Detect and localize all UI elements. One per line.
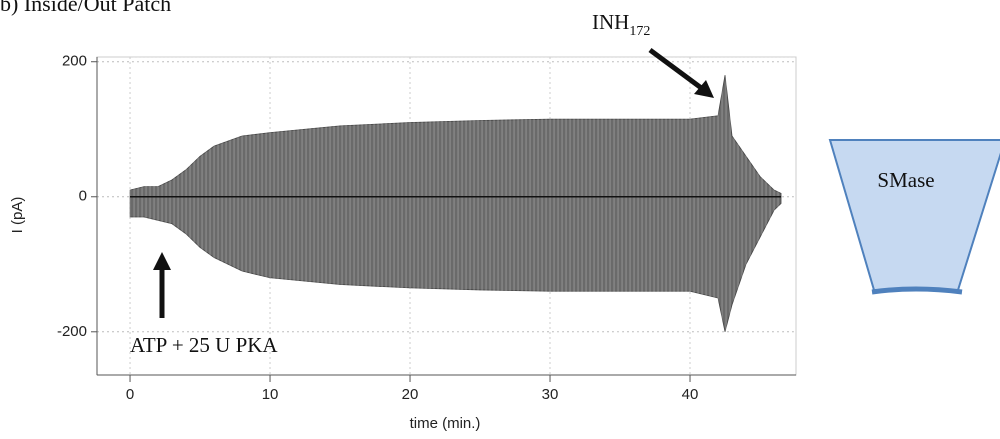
membrane (871, 286, 963, 295)
arrow-head (153, 252, 171, 270)
inhibitor-label: INH172 (592, 10, 650, 39)
arrow (648, 47, 706, 93)
smase-cone (828, 139, 1000, 291)
x-tick-label: 30 (542, 386, 559, 403)
trace (129, 57, 827, 375)
x-tick-label: 20 (402, 386, 419, 403)
current-envelope (129, 75, 782, 198)
activator-label: ATP + 25 U PKA (130, 333, 278, 357)
y-axis-label: I (pA) (9, 197, 26, 234)
diagram-label: SMase (877, 168, 934, 192)
y-tick-label: -200 (57, 323, 87, 340)
inhibitor-text: INH (592, 10, 629, 34)
arrow-head (694, 80, 714, 98)
x-tick-label: 10 (262, 386, 279, 403)
current-envelope (129, 196, 782, 332)
x-tick-label: 40 (682, 386, 699, 403)
x-tick-label: 0 (126, 386, 134, 403)
inhibitor-subscript: 172 (629, 24, 650, 39)
chart-title: b) Inside/Out Patch (0, 0, 171, 16)
y-tick-label: 0 (79, 188, 87, 205)
axes: -200 0 200 0 10 20 30 40 (57, 53, 796, 403)
x-axis-label: time (min.) (410, 415, 481, 432)
y-tick-label: 200 (62, 53, 87, 70)
